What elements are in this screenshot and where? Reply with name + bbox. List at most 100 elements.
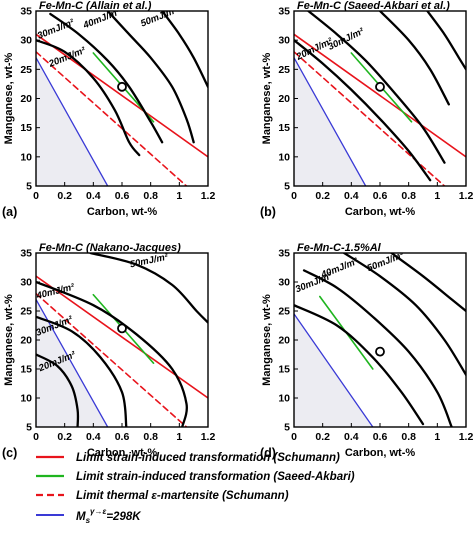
composition-marker — [117, 81, 127, 92]
x-tick-label: 0.6 — [373, 190, 388, 202]
y-tick-label: 10 — [278, 393, 290, 405]
y-tick-label: 5 — [26, 422, 32, 434]
energy-label: 40mJ/m² — [319, 256, 361, 281]
x-tick-label: 1 — [176, 431, 182, 443]
composition-marker — [375, 346, 385, 357]
limit-line — [294, 51, 446, 186]
limit-line — [294, 313, 374, 427]
panel-title: Fe-Mn-C (Nakano-Jacques) — [39, 242, 181, 254]
x-tick-label: 0.4 — [344, 190, 359, 202]
x-tick-label: 1 — [434, 190, 440, 202]
x-tick-label: 0.2 — [315, 190, 330, 202]
energy-label: 30mJ/m² — [36, 17, 77, 42]
y-tick-label: 30 — [20, 35, 32, 47]
panel-title: Fe-Mn-C (Saeed-Akbari et al.) — [297, 0, 450, 12]
y-tick-label: 20 — [20, 93, 32, 105]
energy-label: 50mJ/m² — [129, 251, 170, 270]
panel-letter: (b) — [260, 205, 276, 219]
x-axis-label: Carbon, wt-% — [345, 206, 415, 218]
y-axis-label: Manganese, wt-% — [261, 294, 273, 386]
energy-contour-line — [302, 269, 453, 427]
energy-contour-line — [36, 353, 80, 427]
x-tick-label: 0.8 — [143, 190, 158, 202]
x-tick-label: 0.6 — [115, 190, 130, 202]
y-tick-label: 30 — [278, 35, 290, 47]
limit-line — [36, 292, 188, 427]
panel-letter: (c) — [2, 446, 17, 460]
x-axis-label: Carbon, wt-% — [87, 447, 157, 459]
limit-line — [294, 57, 367, 186]
legend-entry: Limit strain-induced transformation (Sch… — [36, 452, 340, 464]
energy-contour-line — [343, 253, 466, 376]
x-tick-label: 0 — [33, 190, 39, 202]
y-tick-label: 15 — [278, 364, 290, 376]
y-tick-label: 5 — [284, 422, 290, 434]
composition-marker — [375, 81, 385, 92]
y-tick-label: 25 — [278, 306, 290, 318]
energy-contour-line — [36, 39, 141, 157]
x-axis-label: Carbon, wt-% — [345, 447, 415, 459]
limit-line — [294, 33, 466, 158]
limit-line — [36, 275, 208, 399]
x-tick-label: 0 — [33, 431, 39, 443]
energy-contour-line — [36, 280, 188, 427]
y-tick-label: 30 — [278, 277, 290, 289]
energy-contour-line — [378, 11, 450, 106]
y-tick-label: 10 — [20, 393, 32, 405]
legend-label: Limit strain-induced transformation (Sch… — [76, 452, 340, 464]
x-tick-label: 1 — [176, 190, 182, 202]
y-tick-label: 25 — [278, 64, 290, 76]
x-tick-label: 1.2 — [201, 190, 216, 202]
x-tick-label: 0.6 — [373, 431, 388, 443]
x-tick-label: 1.2 — [459, 431, 474, 443]
x-tick-label: 0.6 — [115, 431, 130, 443]
y-tick-label: 25 — [20, 306, 32, 318]
energy-contour-line — [294, 39, 432, 182]
x-tick-label: 0 — [291, 190, 297, 202]
energy-contour-line — [294, 304, 425, 426]
composition-marker — [117, 323, 127, 334]
y-tick-label: 35 — [20, 6, 32, 18]
y-tick-label: 20 — [278, 93, 290, 105]
x-tick-label: 0.4 — [344, 431, 359, 443]
x-tick-label: 0.2 — [315, 431, 330, 443]
limit-line — [36, 57, 109, 186]
energy-contour-line — [160, 11, 208, 88]
energy-contour-line — [106, 11, 195, 144]
y-tick-label: 35 — [20, 248, 32, 260]
x-tick-label: 0 — [291, 431, 297, 443]
limit-line — [36, 51, 188, 186]
y-tick-label: 15 — [278, 122, 290, 134]
y-axis-label: Manganese, wt-% — [3, 52, 15, 144]
y-tick-label: 10 — [20, 151, 32, 163]
panel-letter: (d) — [260, 446, 276, 460]
legend-entry: Limit thermal ε-martensite (Schumann) — [36, 490, 289, 502]
legend-label: Msγ→ε=298K — [76, 507, 141, 525]
y-tick-label: 35 — [278, 6, 290, 18]
x-tick-label: 0.2 — [57, 190, 72, 202]
panel-letter: (a) — [2, 205, 17, 219]
y-tick-label: 35 — [278, 248, 290, 260]
energy-contour-line — [89, 253, 208, 324]
y-axis-label: Manganese, wt-% — [261, 52, 273, 144]
y-tick-label: 5 — [26, 181, 32, 193]
legend-entry: Limit strain-induced transformation (Sae… — [36, 471, 355, 483]
y-tick-label: 30 — [20, 277, 32, 289]
y-tick-label: 20 — [20, 335, 32, 347]
legend-entry: Msγ→ε=298K — [36, 507, 141, 525]
x-tick-label: 0.4 — [86, 431, 101, 443]
energy-contour-line — [390, 253, 466, 313]
x-tick-label: 1.2 — [201, 431, 216, 443]
x-axis-label: Carbon, wt-% — [87, 206, 157, 218]
x-tick-label: 0.8 — [401, 431, 416, 443]
y-tick-label: 25 — [20, 64, 32, 76]
y-axis-label: Manganese, wt-% — [3, 294, 15, 386]
x-tick-label: 0.8 — [143, 431, 158, 443]
